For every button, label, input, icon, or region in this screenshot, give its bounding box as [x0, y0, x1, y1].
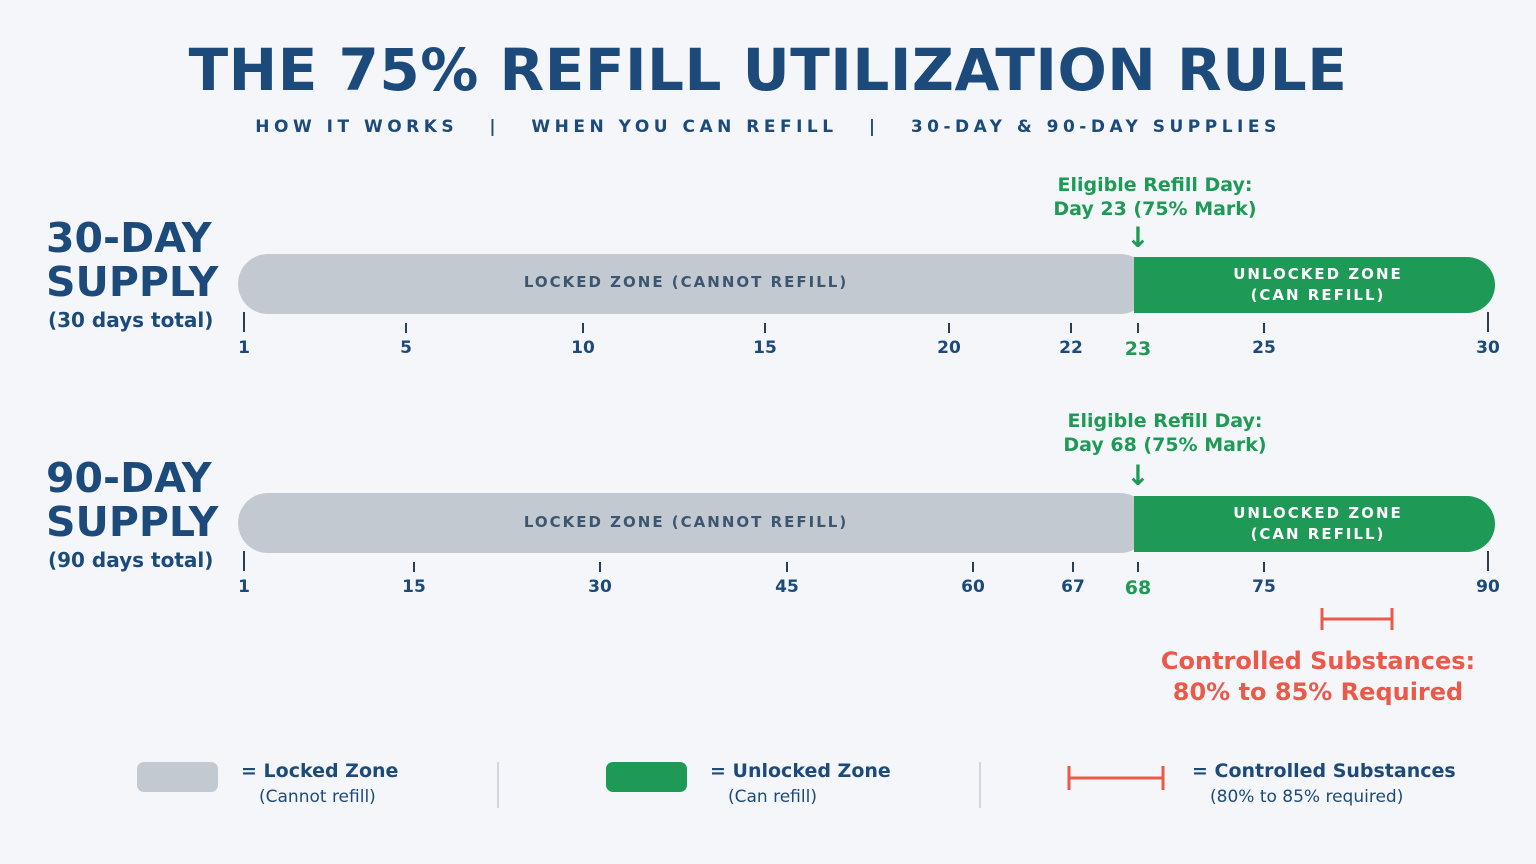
- legend-controlled-label: = Controlled Substances: [1192, 760, 1456, 782]
- axis-tick-label: 60: [961, 577, 985, 597]
- axis-tick: [764, 323, 766, 333]
- axis-tick: [1137, 323, 1139, 333]
- axis-tick: [413, 562, 415, 572]
- row-90-unlocked-label: UNLOCKED ZONE (CAN REFILL): [1134, 503, 1502, 545]
- axis-tick: [1072, 562, 1074, 572]
- legend-controlled-sub: (80% to 85% required): [1210, 787, 1404, 807]
- row-90-subtitle: (90 days total): [48, 548, 214, 572]
- axis-tick-label: 20: [937, 338, 961, 358]
- legend-locked-label: = Locked Zone: [241, 760, 399, 782]
- legend-unlocked-sub: (Can refill): [728, 787, 817, 807]
- axis-tick-label: 15: [402, 577, 426, 597]
- legend-controlled-bracket-icon: [1067, 766, 1165, 790]
- axis-tick: [1487, 551, 1489, 571]
- row-30-unlocked-label: UNLOCKED ZONE (CAN REFILL): [1134, 264, 1502, 306]
- row-30-unlocked-line1: UNLOCKED ZONE: [1233, 265, 1403, 283]
- legend-unlocked-swatch: [606, 762, 687, 792]
- axis-tick-label: 1: [238, 577, 250, 597]
- axis-tick: [582, 323, 584, 333]
- row-90-title-line2: SUPPLY: [46, 498, 219, 546]
- axis-tick: [972, 562, 974, 572]
- axis-tick-label: 5: [400, 338, 412, 358]
- row-30-title-line2: SUPPLY: [46, 258, 219, 306]
- row-30-unlocked-bar: [1134, 257, 1495, 313]
- axis-tick: [1137, 562, 1139, 572]
- axis-tick: [948, 323, 950, 333]
- row-90-eligible-line1: Eligible Refill Day:: [1067, 410, 1263, 432]
- axis-tick: [1263, 323, 1265, 333]
- row-30-locked-label: LOCKED ZONE (CANNOT REFILL): [523, 273, 849, 291]
- axis-tick-label: 75: [1252, 577, 1276, 597]
- legend-divider: [497, 762, 499, 808]
- axis-tick: [1487, 312, 1489, 332]
- controlled-note-line1: Controlled Substances:: [1160, 647, 1476, 675]
- axis-tick: [243, 312, 245, 332]
- row-90-down-arrow-icon: ↓: [1126, 459, 1150, 492]
- row-90-locked-bar: [238, 493, 1150, 553]
- legend-locked-sub: (Cannot refill): [259, 787, 376, 807]
- axis-tick-label: 45: [775, 577, 799, 597]
- axis-tick-label: 67: [1061, 577, 1085, 597]
- legend-locked-swatch: [137, 762, 218, 792]
- row-90-unlocked-line1: UNLOCKED ZONE: [1233, 504, 1403, 522]
- axis-tick-label: 1: [238, 338, 250, 358]
- row-30-eligible-line2: Day 23 (75% Mark): [1053, 198, 1257, 220]
- row-30-locked-bar: [238, 254, 1150, 314]
- row-90-unlocked-bar: [1134, 496, 1495, 552]
- row-90-locked-label: LOCKED ZONE (CANNOT REFILL): [523, 513, 849, 531]
- row-30-down-arrow-icon: ↓: [1126, 221, 1150, 254]
- legend-divider: [979, 762, 981, 808]
- row-90-unlocked-line2: (CAN REFILL): [1250, 525, 1386, 543]
- axis-tick: [786, 562, 788, 572]
- axis-tick-label: 23: [1124, 338, 1152, 360]
- axis-tick: [243, 551, 245, 571]
- axis-tick-label: 30: [588, 577, 612, 597]
- row-30-title: 30-DAY SUPPLY: [46, 216, 218, 304]
- axis-tick-label: 68: [1124, 577, 1152, 599]
- axis-tick-label: 90: [1476, 577, 1500, 597]
- axis-tick-label: 25: [1252, 338, 1276, 358]
- row-30-eligible-label: Eligible Refill Day: Day 23 (75% Mark): [1035, 173, 1275, 221]
- axis-tick-label: 10: [571, 338, 595, 358]
- row-30-subtitle: (30 days total): [48, 308, 214, 332]
- axis-tick-label: 15: [753, 338, 777, 358]
- page-subtitle: HOW IT WORKS | WHEN YOU CAN REFILL | 30-…: [255, 117, 1281, 137]
- row-90-eligible-label: Eligible Refill Day: Day 68 (75% Mark): [1045, 409, 1285, 457]
- controlled-note-line2: 80% to 85% Required: [1172, 678, 1464, 706]
- axis-tick: [599, 562, 601, 572]
- row-90-title: 90-DAY SUPPLY: [46, 456, 218, 544]
- row-30-title-line1: 30-DAY: [46, 214, 212, 262]
- axis-tick: [1070, 323, 1072, 333]
- axis-tick: [405, 323, 407, 333]
- axis-tick-label: 30: [1476, 338, 1500, 358]
- row-90-title-line1: 90-DAY: [46, 454, 212, 502]
- axis-tick-label: 22: [1059, 338, 1083, 358]
- row-30-unlocked-line2: (CAN REFILL): [1250, 286, 1386, 304]
- controlled-range-bracket-icon: [1320, 608, 1394, 630]
- controlled-substances-note: Controlled Substances: 80% to 85% Requir…: [1150, 646, 1486, 708]
- row-30-eligible-line1: Eligible Refill Day:: [1057, 174, 1253, 196]
- legend-unlocked-label: = Unlocked Zone: [710, 760, 891, 782]
- row-90-eligible-line2: Day 68 (75% Mark): [1063, 434, 1267, 456]
- axis-tick: [1263, 562, 1265, 572]
- page-title: THE 75% REFILL UTILIZATION RULE: [188, 36, 1348, 104]
